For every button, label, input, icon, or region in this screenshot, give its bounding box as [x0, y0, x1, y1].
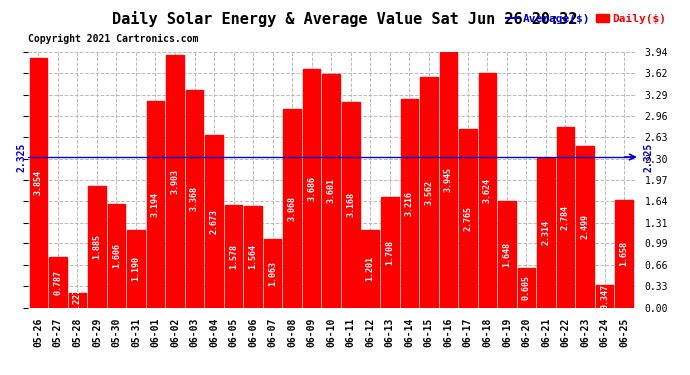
Text: 1.578: 1.578	[229, 244, 238, 269]
Text: 1.190: 1.190	[132, 256, 141, 282]
Text: 1.564: 1.564	[248, 244, 257, 269]
Bar	[284, 109, 301, 308]
Text: 2.314: 2.314	[542, 220, 551, 245]
Text: 3.854: 3.854	[34, 170, 43, 195]
Text: 1.063: 1.063	[268, 261, 277, 286]
Bar	[400, 99, 418, 308]
Bar	[518, 268, 535, 308]
Bar	[615, 200, 633, 308]
Bar	[498, 201, 515, 308]
Bar	[595, 285, 613, 308]
Text: 1.606: 1.606	[112, 243, 121, 268]
Text: 3.945: 3.945	[444, 167, 453, 192]
Text: 1.885: 1.885	[92, 234, 101, 259]
Bar	[30, 58, 47, 308]
Text: 3.624: 3.624	[483, 178, 492, 203]
Text: 3.686: 3.686	[307, 176, 316, 201]
Text: 3.068: 3.068	[288, 196, 297, 221]
Bar	[322, 75, 340, 308]
Bar	[381, 197, 399, 308]
Text: 1.201: 1.201	[366, 256, 375, 281]
Bar	[557, 128, 574, 308]
Text: 3.168: 3.168	[346, 192, 355, 217]
Bar	[205, 135, 223, 308]
Bar	[264, 239, 282, 308]
Bar	[88, 186, 106, 308]
Bar	[127, 231, 145, 308]
Bar	[108, 204, 125, 308]
Text: 0.347: 0.347	[600, 284, 609, 309]
Text: 2.325: 2.325	[17, 142, 27, 172]
Bar	[459, 129, 477, 308]
Bar	[420, 77, 437, 308]
Text: 3.601: 3.601	[326, 178, 336, 204]
Text: Daily Solar Energy & Average Value Sat Jun 26 20:32: Daily Solar Energy & Average Value Sat J…	[112, 11, 578, 27]
Text: 0.605: 0.605	[522, 275, 531, 300]
Bar	[68, 293, 86, 308]
Text: 3.194: 3.194	[151, 192, 160, 217]
Text: 0.787: 0.787	[53, 270, 62, 294]
Bar	[576, 146, 594, 308]
Bar	[49, 256, 67, 307]
Bar	[303, 69, 320, 308]
Bar	[244, 206, 262, 308]
Text: 3.368: 3.368	[190, 186, 199, 211]
Bar	[186, 90, 204, 308]
Text: 3.903: 3.903	[170, 169, 179, 194]
Text: Copyright 2021 Cartronics.com: Copyright 2021 Cartronics.com	[28, 34, 198, 44]
Legend: Average($), Daily($): Average($), Daily($)	[502, 9, 671, 28]
Text: 2.784: 2.784	[561, 205, 570, 230]
Text: 2.765: 2.765	[464, 206, 473, 231]
Text: 2.325: 2.325	[644, 142, 653, 172]
Text: 2.499: 2.499	[580, 214, 589, 239]
Text: 3.216: 3.216	[405, 191, 414, 216]
Bar	[225, 206, 242, 308]
Text: 2.673: 2.673	[210, 209, 219, 234]
Bar	[362, 230, 379, 308]
Bar	[538, 158, 555, 308]
Bar	[166, 55, 184, 308]
Text: 1.648: 1.648	[502, 242, 511, 267]
Bar	[440, 52, 457, 308]
Bar	[342, 102, 359, 308]
Text: 1.708: 1.708	[385, 240, 394, 265]
Text: 3.562: 3.562	[424, 180, 433, 205]
Bar	[147, 101, 164, 308]
Text: 0.227: 0.227	[73, 288, 82, 313]
Bar	[479, 73, 496, 308]
Text: 1.658: 1.658	[620, 242, 629, 266]
